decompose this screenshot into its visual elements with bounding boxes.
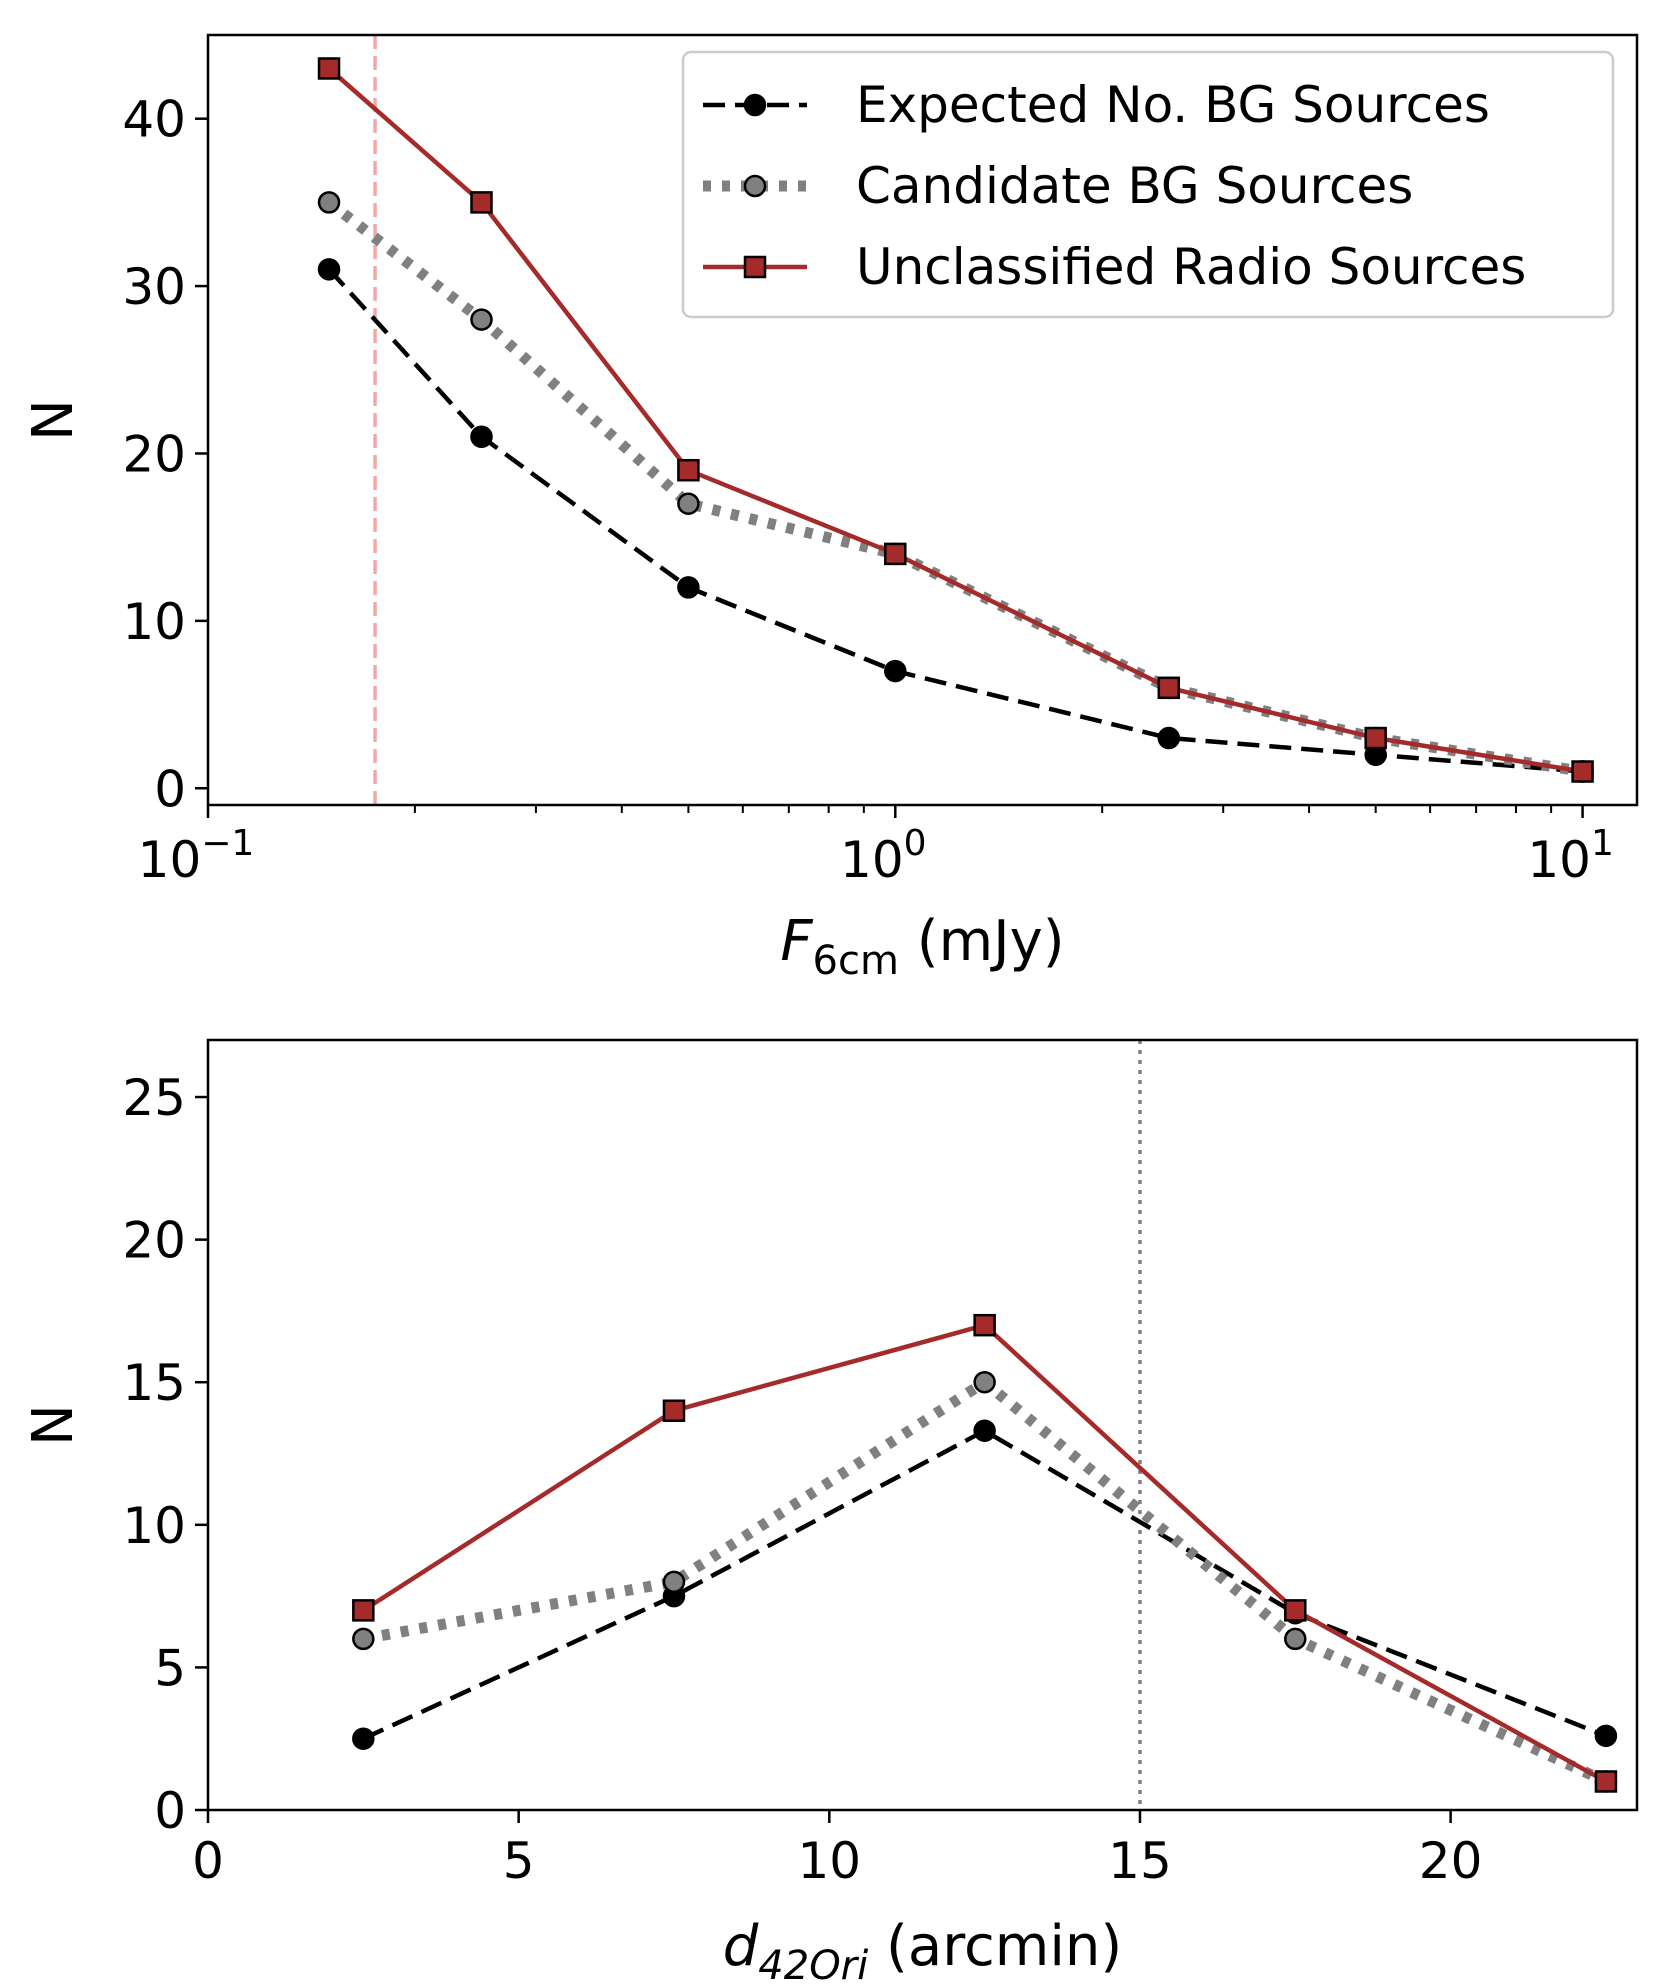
legend-marker-1	[743, 174, 767, 198]
y-tick-label: 25	[122, 1069, 186, 1127]
series-marker-2	[1284, 1599, 1307, 1622]
y-tick-label: 20	[122, 425, 186, 483]
x-axis-subscript: 42Ori	[758, 1943, 868, 1985]
x-tick-base: 10	[840, 831, 904, 889]
y-tick-label: 5	[154, 1639, 186, 1697]
y-axis-label: N	[21, 399, 86, 441]
x-tick-label: 10	[797, 1832, 861, 1890]
legend-box	[681, 50, 1615, 319]
y-tick-label: 10	[122, 593, 186, 651]
series-marker-1	[662, 1570, 686, 1594]
x-tick-label: 101	[1527, 823, 1614, 889]
series-line-2	[362, 1322, 1607, 1784]
y-tick-label: 0	[154, 760, 186, 818]
x-tick-label: 20	[1419, 1832, 1483, 1890]
series-marker-0	[317, 258, 341, 281]
x-axis-symbol: F	[780, 909, 813, 974]
series-marker-1	[677, 492, 700, 515]
series-marker-1	[1284, 1627, 1307, 1651]
x-axis-subscript: 6cm	[813, 938, 899, 984]
series-marker-2	[1571, 760, 1594, 783]
axes-frame	[206, 33, 1639, 807]
series-marker-2	[470, 191, 493, 214]
series-marker-0	[352, 1727, 375, 1750]
legend-marker-0	[743, 93, 767, 117]
x-tick-exponent: −1	[201, 823, 254, 864]
x-tick-label: 0	[192, 1832, 224, 1890]
series-marker-2	[1594, 1770, 1618, 1793]
series-marker-2	[317, 57, 341, 80]
x-axis-unit: (mJy)	[899, 909, 1065, 974]
y-tick-label: 30	[122, 258, 186, 316]
legend-label-2: Unclassified Radio Sources	[856, 238, 1526, 296]
x-tick-exponent: 0	[904, 823, 927, 864]
x-tick-exponent: 1	[1591, 823, 1614, 864]
series-marker-2	[677, 458, 700, 482]
x-tick-label: 15	[1108, 1832, 1172, 1890]
axes-frame	[206, 1038, 1639, 1812]
x-tick-label: 100	[840, 823, 927, 889]
series-marker-1	[973, 1370, 996, 1394]
series-marker-1	[470, 308, 493, 331]
series-line-1	[362, 1376, 1609, 1787]
series-marker-2	[1157, 676, 1181, 700]
series-marker-0	[973, 1419, 996, 1442]
plot-area	[317, 57, 1594, 783]
plot-area	[352, 1313, 1618, 1793]
legend-label-0: Expected No. BG Sources	[856, 76, 1490, 134]
x-tick-base: 10	[138, 831, 202, 889]
x-axis-label: F6cm (mJy)	[780, 909, 1064, 984]
series-marker-2	[352, 1599, 375, 1622]
x-axis-unit: (arcmin)	[868, 1914, 1122, 1979]
y-tick-label: 0	[154, 1782, 186, 1840]
series-marker-1	[317, 191, 341, 214]
x-tick-base: 10	[1527, 831, 1591, 889]
series-marker-2	[1364, 726, 1387, 750]
series-marker-0	[884, 659, 907, 683]
legend-marker-2	[743, 255, 767, 279]
series-marker-0	[1157, 726, 1181, 750]
x-tick-label: 5	[503, 1832, 535, 1890]
x-axis-symbol: d	[723, 1914, 759, 1979]
bottom-panel-distance: 0 5 10 15 20 25 0 5 10 15 20 d42Ori (arcmin) N	[21, 1038, 1639, 1985]
y-tick-label: 10	[122, 1497, 186, 1555]
series-marker-0	[677, 576, 700, 599]
legend-label-1: Candidate BG Sources	[856, 157, 1413, 215]
y-tick-label: 15	[122, 1354, 186, 1412]
x-tick-label: 10−1	[138, 823, 255, 889]
series-marker-2	[973, 1313, 996, 1337]
series-marker-2	[662, 1399, 686, 1422]
series-marker-1	[352, 1627, 375, 1651]
series-marker-0	[1594, 1724, 1618, 1748]
y-tick-label: 20	[122, 1212, 186, 1270]
series-marker-2	[884, 542, 907, 566]
x-axis-label: d42Ori (arcmin)	[723, 1914, 1123, 1985]
y-axis-label: N	[21, 1404, 86, 1446]
series-marker-0	[470, 425, 493, 448]
y-tick-label: 40	[122, 91, 186, 149]
